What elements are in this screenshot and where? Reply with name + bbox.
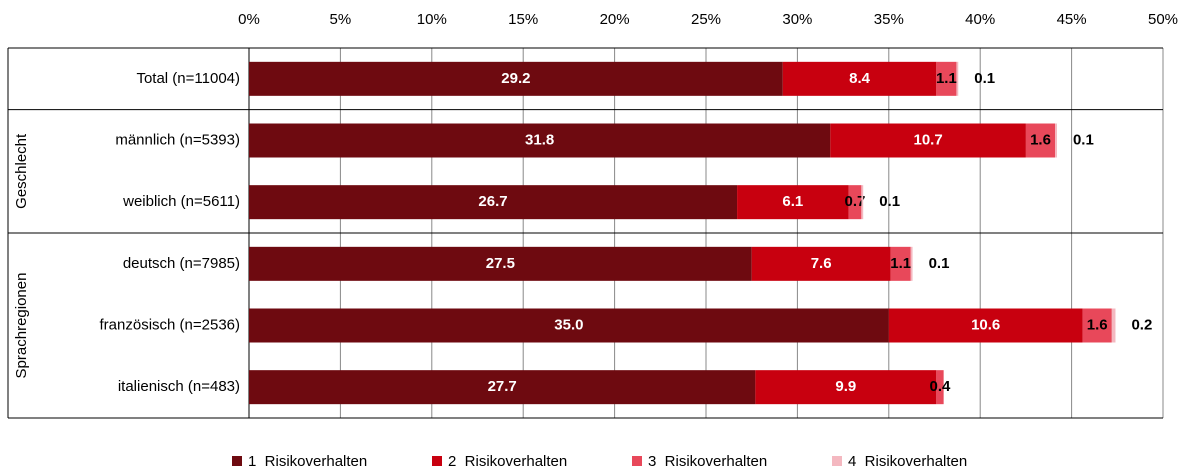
bar-segment: [936, 370, 944, 405]
x-tick-label: 45%: [1057, 11, 1087, 28]
bar-segment: [888, 308, 1083, 343]
data-label: 27.5: [486, 255, 515, 272]
bar-segment: [910, 246, 913, 281]
x-tick-label: 35%: [874, 11, 904, 28]
bar-segment: [1111, 308, 1116, 343]
bar-segment: [782, 61, 937, 96]
bar-segment: [249, 370, 756, 405]
bar-segment: [249, 123, 831, 158]
bar-segment: [751, 246, 891, 281]
y-tick-label: weiblich (n=5611): [122, 193, 240, 210]
data-label: 1.6: [1087, 316, 1108, 333]
bar-segment: [830, 123, 1026, 158]
legend-swatch: [632, 456, 642, 466]
legend-swatch: [832, 456, 842, 466]
bar-segment: [249, 246, 752, 281]
data-label: 0.4: [930, 378, 952, 395]
data-label: 26.7: [478, 193, 507, 210]
data-label: 9.9: [835, 378, 856, 395]
data-label: 29.2: [501, 70, 530, 87]
bar-segment: [890, 246, 911, 281]
data-label: 0.1: [879, 193, 900, 210]
bar-segment: [755, 370, 937, 405]
data-label: 6.1: [782, 193, 803, 210]
data-label: 8.4: [849, 70, 871, 87]
bar-segment: [1055, 123, 1057, 158]
x-tick-label: 25%: [691, 11, 721, 28]
y-tick-label: französisch (n=2536): [100, 316, 241, 333]
x-tick-label: 30%: [782, 11, 812, 28]
legend-label: 3 Risikoverhalten: [648, 453, 767, 470]
bar-segment: [249, 308, 889, 343]
data-label: 0.7: [845, 193, 866, 210]
data-label: 35.0: [554, 316, 583, 333]
group-label: Sprachregionen: [13, 273, 30, 379]
data-label: 10.6: [971, 316, 1000, 333]
bar-segment: [1082, 308, 1112, 343]
legend-swatch: [232, 456, 242, 466]
data-label: 1.1: [936, 70, 957, 87]
data-label: 7.6: [811, 255, 832, 272]
x-tick-label: 5%: [330, 11, 352, 28]
data-label: 31.8: [525, 131, 554, 148]
group-label: Geschlecht: [13, 133, 30, 209]
bar-segment: [956, 61, 959, 96]
x-tick-label: 10%: [417, 11, 447, 28]
y-tick-label: Total (n=11004): [136, 70, 240, 87]
bar-segment: [249, 185, 738, 220]
x-tick-label: 0%: [238, 11, 260, 28]
data-label: 0.1: [1073, 131, 1094, 148]
data-label: 0.1: [974, 70, 995, 87]
legend-swatch: [432, 456, 442, 466]
x-tick-label: 40%: [965, 11, 995, 28]
data-label: 0.1: [929, 255, 950, 272]
bar-segment: [737, 185, 849, 220]
data-label: 1.1: [890, 255, 911, 272]
bar-segment: [936, 61, 957, 96]
y-tick-label: italienisch (n=483): [118, 378, 240, 395]
x-tick-label: 20%: [600, 11, 630, 28]
x-tick-label: 15%: [508, 11, 538, 28]
bar-segment: [848, 185, 862, 220]
data-label: 27.7: [488, 378, 517, 395]
data-label: 1.6: [1030, 131, 1051, 148]
bar-segment: [861, 185, 864, 220]
legend-label: 4 Risikoverhalten: [848, 453, 967, 470]
legend-label: 1 Risikoverhalten: [248, 453, 367, 470]
bar-segment: [1025, 123, 1056, 158]
x-tick-label: 50%: [1148, 11, 1178, 28]
legend-label: 2 Risikoverhalten: [448, 453, 567, 470]
y-tick-label: männlich (n=5393): [115, 131, 240, 148]
data-label: 0.2: [1131, 316, 1152, 333]
y-tick-label: deutsch (n=7985): [123, 255, 240, 272]
bar-segment: [249, 61, 783, 96]
data-label: 10.7: [914, 131, 943, 148]
